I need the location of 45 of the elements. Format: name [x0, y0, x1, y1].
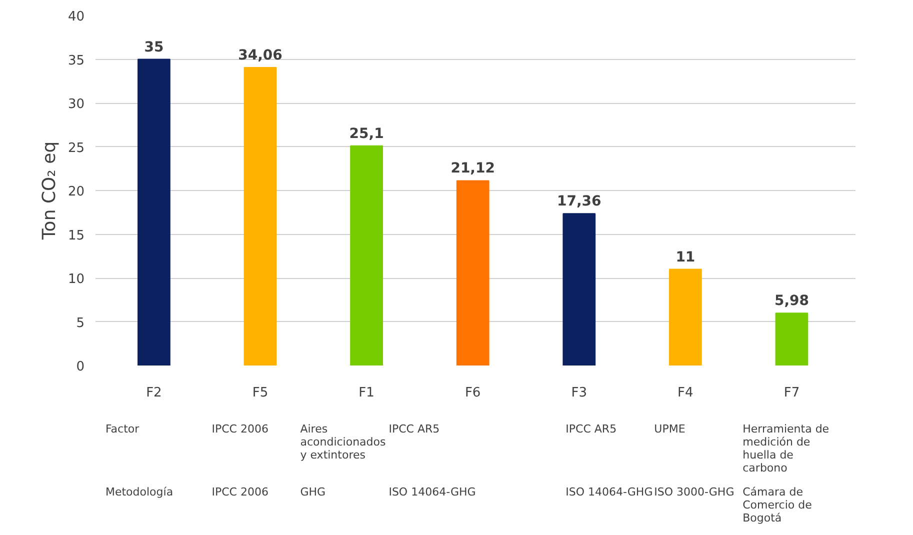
x-tick-label: F7: [784, 386, 800, 400]
y-tick-label: 40: [68, 10, 85, 24]
data-label: 25,1: [349, 126, 384, 142]
data-label: 35: [144, 39, 164, 56]
data-label: 34,06: [238, 47, 282, 64]
text: ISO 14064-GHG: [388, 486, 476, 498]
bar: [350, 145, 383, 366]
y-tick-label: 30: [68, 97, 85, 112]
x-tick-label: F1: [358, 386, 374, 400]
x-tick-label: F3: [571, 386, 588, 400]
data-label: 21,12: [450, 160, 495, 177]
text: UPME: [654, 422, 686, 436]
x-tick-label: F6: [464, 386, 481, 400]
y-tick-label: 5: [76, 316, 85, 331]
y-tick-label: 25: [68, 140, 85, 156]
text: Aires acondicionados y extintores: [300, 422, 386, 462]
bar: [244, 66, 277, 366]
text: IPCC 2006: [212, 486, 268, 498]
y-axis-title: Ton CO₂ eq: [38, 141, 60, 241]
x-tick-label: F4: [678, 386, 694, 400]
text: ISO 14064-GHG: [566, 486, 653, 498]
data-label: 11: [676, 249, 696, 266]
text: ISO 3000-GHG: [654, 486, 734, 498]
text: Metodología: [105, 486, 174, 498]
text: GHG: [300, 486, 326, 498]
y-tick-label: 20: [68, 184, 85, 200]
data-label: 5,98: [774, 293, 809, 310]
text: Factor: [105, 422, 140, 436]
bar: [562, 213, 596, 366]
y-tick-label: 10: [68, 272, 85, 287]
y-tick-label: 0: [76, 360, 85, 374]
y-tick-label: 15: [68, 228, 85, 244]
y-tick-label: 35: [68, 53, 85, 68]
x-tick-label: F2: [146, 386, 162, 400]
text: IPCC AR5: [566, 422, 617, 436]
text: Herramienta de medición de huella de carbono: [742, 422, 830, 474]
text: IPCC 2006: [212, 422, 268, 436]
x-tick-label: F5: [252, 386, 268, 400]
bar: [775, 312, 808, 366]
text: Cámara de Comercio de Bogotá: [742, 486, 812, 524]
bar: [456, 180, 490, 366]
text: IPCC AR5: [388, 422, 440, 436]
bar: [138, 58, 170, 366]
data-label: 17,36: [556, 194, 602, 210]
bar: [668, 268, 702, 366]
